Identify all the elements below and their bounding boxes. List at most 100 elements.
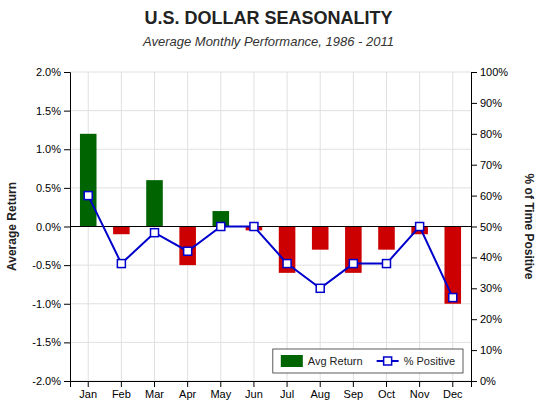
axis-line bbox=[71, 382, 472, 388]
tick: Nov bbox=[410, 381, 430, 400]
tick: 0.0% bbox=[36, 221, 70, 233]
tick-label: Oct bbox=[378, 388, 395, 400]
legend-box bbox=[273, 349, 463, 373]
tick-label: Jun bbox=[245, 388, 263, 400]
grid-line bbox=[70, 110, 471, 111]
tick-mark bbox=[64, 188, 70, 189]
tick: -0.5% bbox=[32, 259, 70, 271]
tick-mark bbox=[121, 381, 122, 387]
tick-mark bbox=[287, 381, 288, 387]
tick-mark bbox=[64, 381, 70, 382]
tick-mark bbox=[471, 103, 477, 104]
tick: 0% bbox=[471, 375, 496, 387]
chart-container: U.S. DOLLAR SEASONALITY Average Monthly P… bbox=[0, 0, 537, 411]
plot: JanFebMarAprMayJunJulAugSepOctNovDec-2.0… bbox=[5, 66, 536, 400]
tick: Jun bbox=[245, 381, 263, 400]
tick: Mar bbox=[145, 381, 164, 400]
legend: Avg Return % Positive bbox=[273, 349, 463, 373]
tick-mark bbox=[64, 111, 70, 112]
tick-label: 100% bbox=[480, 66, 508, 78]
marker bbox=[283, 260, 291, 268]
bar bbox=[113, 227, 130, 235]
tick-mark bbox=[452, 381, 453, 387]
tick: Jan bbox=[79, 381, 97, 400]
tick-mark bbox=[253, 381, 254, 387]
y2-axis-title: % of Time Positive bbox=[522, 174, 536, 280]
tick-mark bbox=[64, 342, 70, 343]
tick: 10% bbox=[471, 344, 502, 356]
bar-series bbox=[80, 134, 461, 304]
tick-mark bbox=[88, 381, 89, 387]
tick-mark bbox=[471, 288, 477, 289]
y-axis-title: Average Return bbox=[5, 182, 19, 271]
tick: 2.0% bbox=[36, 66, 70, 78]
tick: Sep bbox=[344, 381, 364, 400]
tick-mark bbox=[471, 196, 477, 197]
x-axis: JanFebMarAprMayJunJulAugSepOctNovDec bbox=[71, 381, 472, 400]
tick-label: 30% bbox=[480, 282, 502, 294]
tick: -2.0% bbox=[32, 375, 70, 387]
tick-label: 0.5% bbox=[36, 182, 61, 194]
tick-mark bbox=[471, 134, 477, 135]
marker bbox=[117, 260, 125, 268]
tick-mark bbox=[471, 72, 477, 73]
title: U.S. DOLLAR SEASONALITY bbox=[144, 8, 392, 28]
tick-mark bbox=[64, 304, 70, 305]
tick-mark bbox=[471, 227, 477, 228]
marker bbox=[217, 223, 225, 231]
tick: Apr bbox=[179, 381, 196, 400]
tick: -1.5% bbox=[32, 336, 70, 348]
marker bbox=[250, 223, 258, 231]
bar bbox=[146, 180, 163, 226]
tick: Dec bbox=[443, 381, 463, 400]
tick: 70% bbox=[471, 159, 502, 171]
marker bbox=[151, 229, 159, 237]
grid-line bbox=[70, 72, 471, 73]
tick-label: 10% bbox=[480, 344, 502, 356]
tick: 80% bbox=[471, 128, 502, 140]
tick: Jul bbox=[280, 381, 294, 400]
tick-mark bbox=[187, 381, 188, 387]
tick: 60% bbox=[471, 190, 502, 202]
tick-label: -0.5% bbox=[32, 259, 61, 271]
tick-label: 1.5% bbox=[36, 105, 61, 117]
bar bbox=[345, 227, 362, 273]
tick-mark bbox=[471, 165, 477, 166]
tick-label: Jan bbox=[79, 388, 97, 400]
marker bbox=[349, 260, 357, 268]
tick: Aug bbox=[310, 381, 330, 400]
tick-mark bbox=[471, 381, 477, 382]
bar bbox=[80, 134, 97, 227]
grid-line bbox=[70, 149, 471, 150]
tick: 40% bbox=[471, 251, 502, 263]
tick: 1.5% bbox=[36, 105, 70, 117]
tick-label: 1.0% bbox=[36, 143, 61, 155]
grid bbox=[70, 72, 471, 381]
legend-item: Avg Return bbox=[281, 355, 363, 367]
tick-mark bbox=[220, 381, 221, 387]
legend-item: % Positive bbox=[377, 355, 455, 367]
tick-label: -1.5% bbox=[32, 336, 61, 348]
subtitle: Average Monthly Performance, 1986 - 2011 bbox=[142, 34, 394, 49]
tick: 0.5% bbox=[36, 182, 70, 194]
bar bbox=[444, 227, 461, 304]
y-axis: -2.0% -1.5% -1.0% -0.5% 0.0% 0.5% 1.0% 1.5% 2.0% bbox=[32, 66, 70, 387]
tick-mark bbox=[419, 381, 420, 387]
tick-label: 80% bbox=[480, 128, 502, 140]
tick-label: Nov bbox=[410, 388, 430, 400]
tick-label: 20% bbox=[480, 313, 502, 325]
tick-mark bbox=[64, 149, 70, 150]
tick-mark bbox=[64, 265, 70, 266]
legend-label: Avg Return bbox=[308, 355, 363, 367]
zero-line bbox=[70, 226, 471, 227]
markers bbox=[84, 192, 457, 302]
tick-label: Apr bbox=[179, 388, 196, 400]
tick-label: Mar bbox=[145, 388, 164, 400]
tick: 50% bbox=[471, 221, 502, 233]
marker bbox=[316, 284, 324, 292]
tick-label: -1.0% bbox=[32, 298, 61, 310]
tick-label: 90% bbox=[480, 97, 502, 109]
tick-mark bbox=[471, 350, 477, 351]
tick-mark bbox=[320, 381, 321, 387]
y2-axis: 0% 10% 20% 30% 40% 50% 60% 70% 80% 90% 100% bbox=[471, 66, 508, 387]
